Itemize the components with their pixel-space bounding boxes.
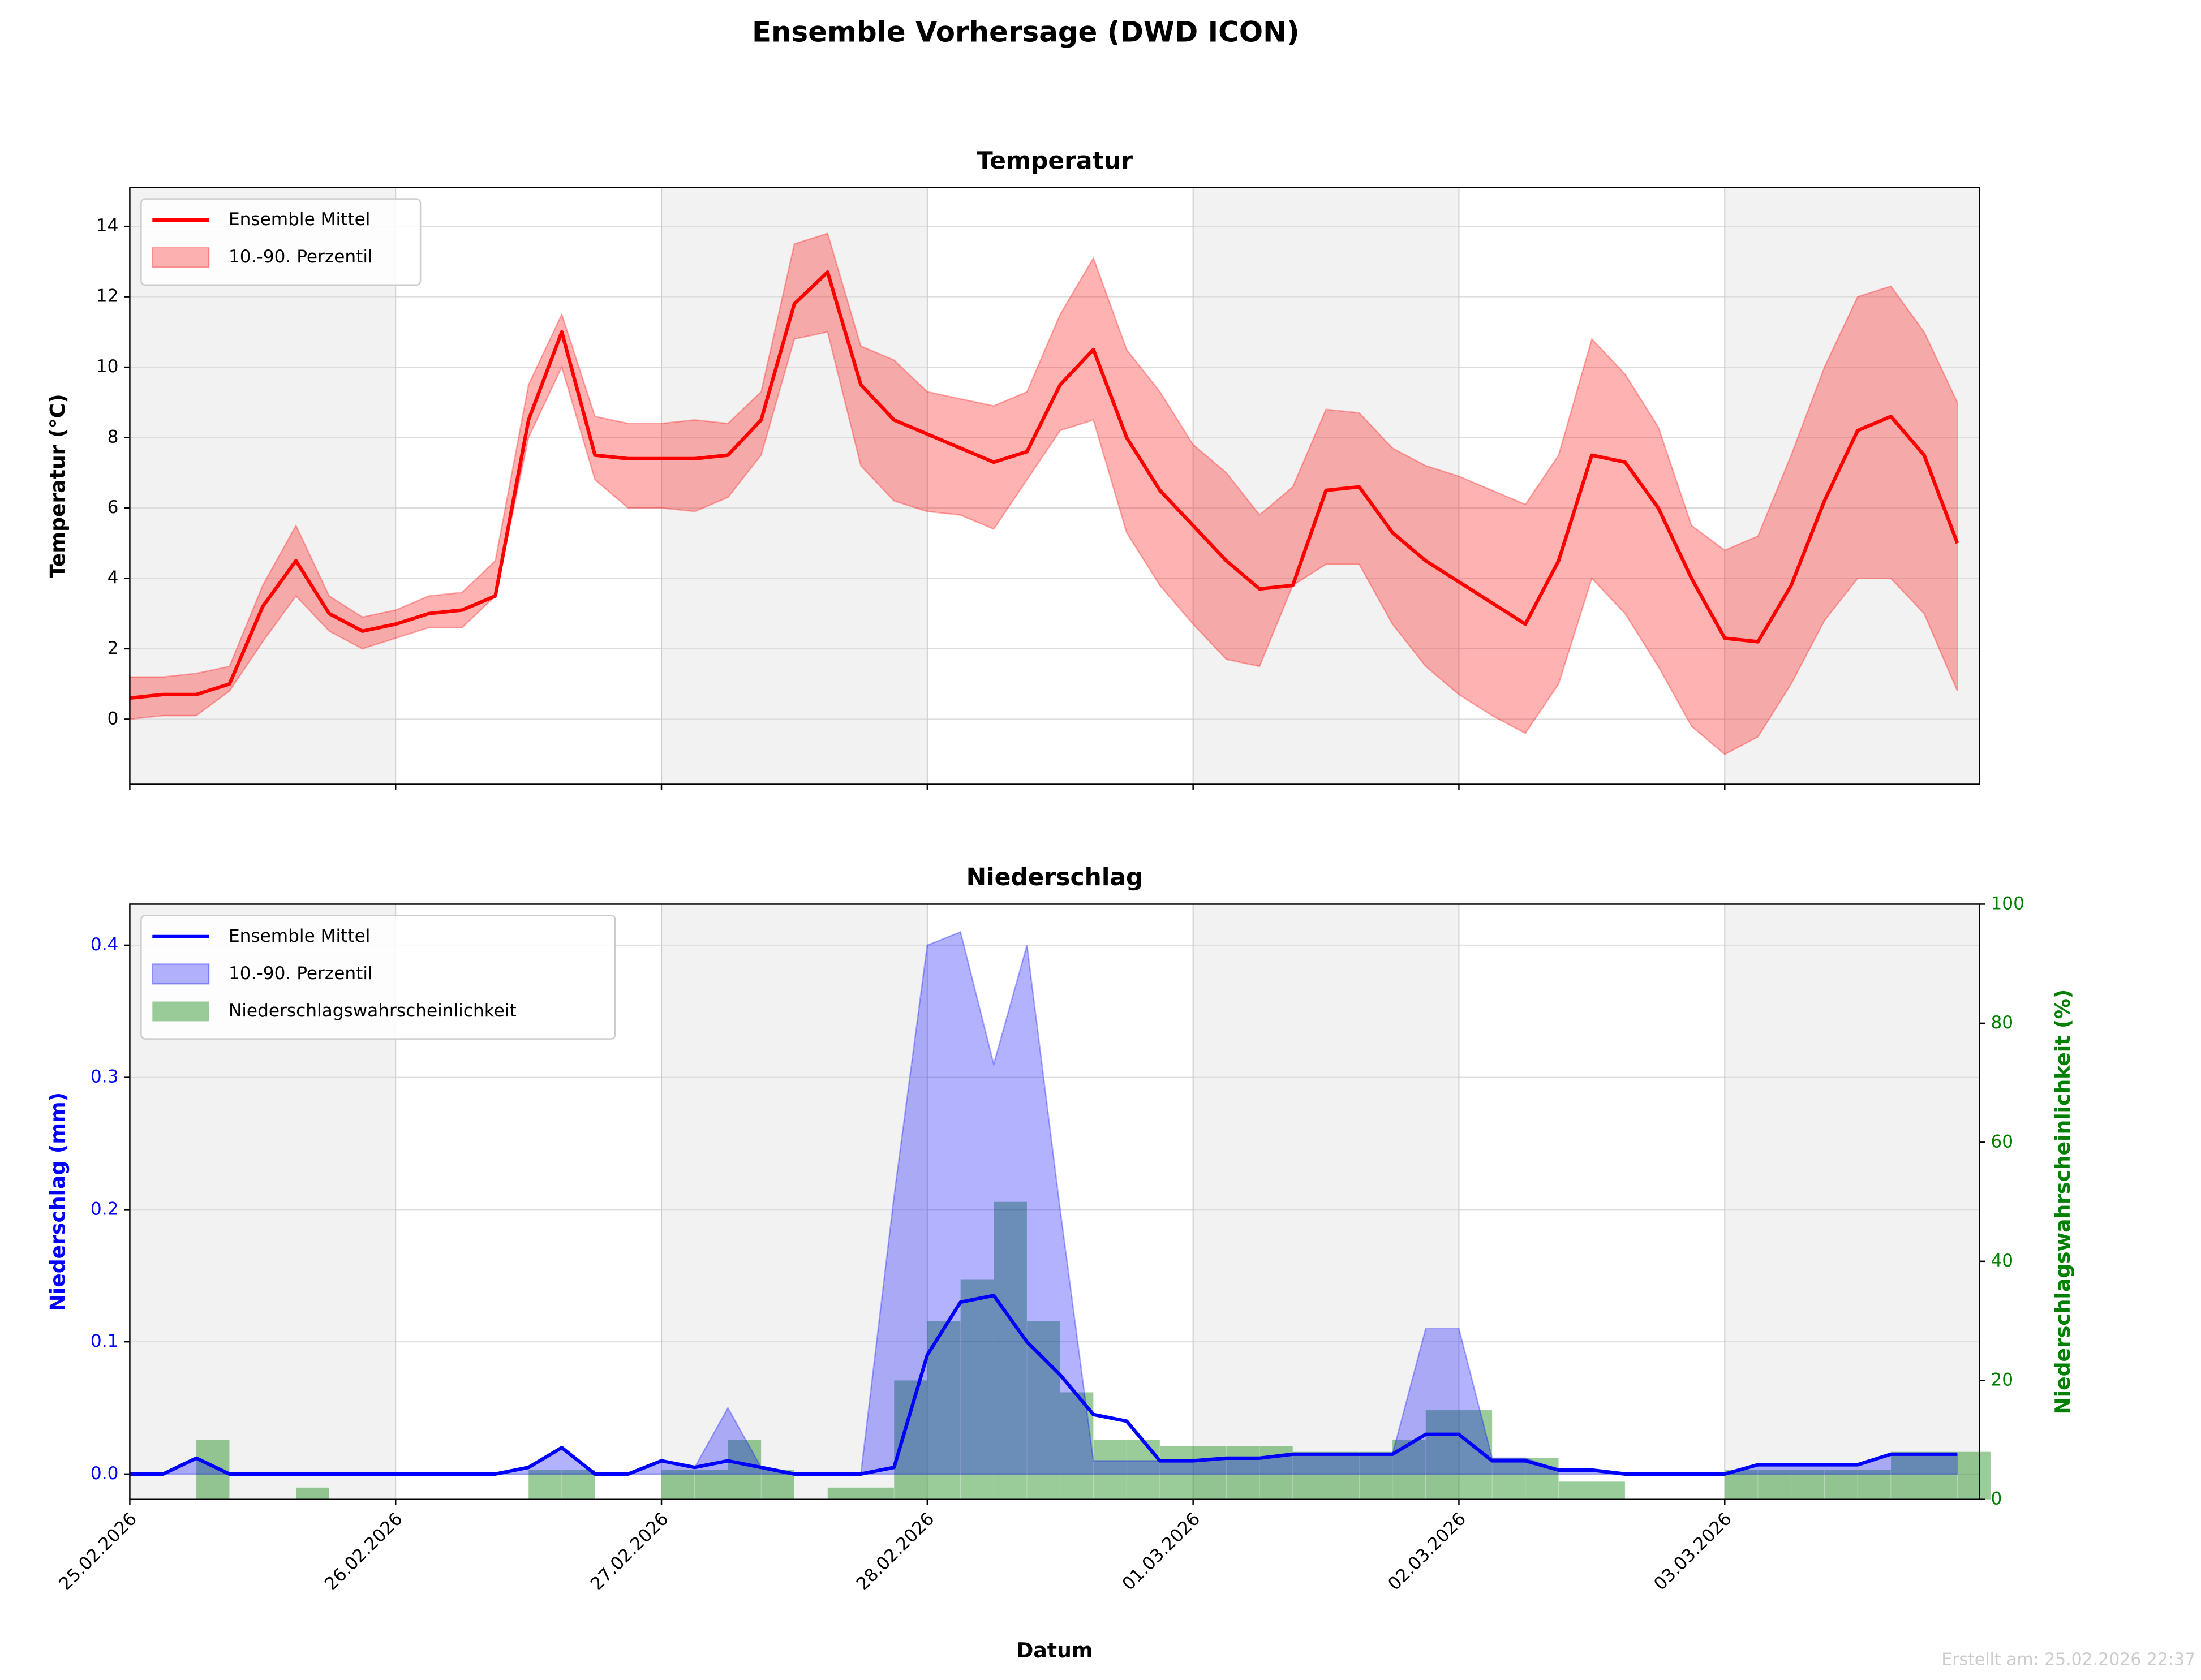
chart-title: Temperatur <box>977 147 1133 174</box>
y2-tick-label: 100 <box>1991 893 2024 914</box>
probability-bar <box>1558 1481 1592 1500</box>
legend-swatch <box>152 963 210 985</box>
y-tick-label: 0.4 <box>91 934 119 955</box>
probability-bar <box>1824 1469 1858 1500</box>
probability-bar <box>1226 1445 1260 1500</box>
probability-bar <box>694 1469 728 1500</box>
legend-swatch <box>152 247 210 268</box>
y-tick-label: 0.0 <box>91 1463 119 1484</box>
probability-bar <box>661 1469 695 1500</box>
legend-label: Ensemble Mittel <box>229 926 370 946</box>
legend-swatch <box>152 1001 209 1022</box>
probability-bar <box>1359 1451 1393 1500</box>
y-tick-label: 2 <box>108 638 119 658</box>
probability-bar <box>561 1469 595 1500</box>
legend-label: 10.-90. Perzentil <box>229 247 373 267</box>
probability-bar <box>528 1469 562 1500</box>
y-tick-label: 0.2 <box>91 1199 119 1219</box>
probability-bar <box>827 1487 861 1500</box>
probability-bar <box>861 1487 895 1500</box>
probability-bar <box>1159 1445 1194 1500</box>
y2-tick-label: 20 <box>1991 1369 2013 1390</box>
probability-bar <box>960 1279 994 1500</box>
probability-bar <box>1126 1440 1160 1500</box>
y-tick-label: 14 <box>96 216 119 236</box>
probability-bar <box>1292 1451 1326 1500</box>
legend-box <box>140 198 422 286</box>
y2-tick-label: 40 <box>1991 1251 2013 1271</box>
y-tick-label: 8 <box>108 427 119 447</box>
y2-tick-label: 0 <box>1991 1489 2002 1509</box>
plot-frame <box>129 187 1980 785</box>
percentile-band <box>129 232 1958 756</box>
plot-frame <box>129 903 1980 1500</box>
y-tick-label: 12 <box>96 286 119 307</box>
probability-bar <box>1724 1469 1759 1500</box>
probability-bar <box>1491 1457 1526 1500</box>
probability-bar <box>295 1487 330 1500</box>
probability-bar <box>728 1440 762 1500</box>
probability-bar <box>927 1320 961 1500</box>
y-tick-label: 0.3 <box>91 1067 119 1087</box>
day-band <box>1193 904 1459 1500</box>
day-band <box>1193 187 1459 785</box>
probability-bar <box>893 1380 928 1500</box>
percentile-band <box>130 931 1958 1475</box>
probability-bar <box>1425 1410 1459 1500</box>
y-tick-label: 0 <box>108 708 119 729</box>
figure-title: Ensemble Vorhersage (DWD ICON) <box>752 15 1300 48</box>
legend-label: 10.-90. Perzentil <box>229 963 373 984</box>
probability-bar <box>993 1201 1028 1500</box>
plot-area <box>130 187 1980 785</box>
probability-bar <box>1591 1481 1626 1500</box>
probability-bar <box>1957 1451 1991 1500</box>
y2-axis-label: Niederschlagswahrscheinlichkeit (%) <box>2050 989 2075 1415</box>
legend-box <box>140 915 616 1040</box>
probability-bar <box>1791 1469 1825 1500</box>
probability-bar <box>1326 1451 1360 1500</box>
day-band <box>661 904 927 1500</box>
y-axis-label: Niederschlag (mm) <box>46 1092 70 1312</box>
probability-bar <box>1093 1440 1127 1500</box>
probability-bar <box>1890 1451 1925 1500</box>
y-tick-label: 4 <box>108 567 119 588</box>
mean-line <box>130 1294 1958 1476</box>
probability-bar <box>1193 1445 1227 1500</box>
y-axis-label: Temperatur (°C) <box>46 394 70 578</box>
y-tick-label: 10 <box>96 356 119 377</box>
y-tick-label: 0.1 <box>91 1331 119 1351</box>
legend-label: Ensemble Mittel <box>229 209 370 230</box>
day-band <box>130 187 396 785</box>
chart-title: Niederschlag <box>966 863 1144 891</box>
mean-line <box>130 270 1959 700</box>
footer: Erstellt am: 25.02.2026 22:37 <box>1941 1650 2195 1670</box>
probability-bar <box>1924 1451 1958 1500</box>
y2-tick-label: 60 <box>1991 1131 2013 1152</box>
y-tick-label: 6 <box>108 497 119 518</box>
probability-bar <box>1857 1469 1892 1500</box>
x-axis-label: Datum <box>1016 1638 1093 1662</box>
day-band <box>1725 904 1980 1500</box>
day-band <box>661 187 927 785</box>
y2-tick-label: 80 <box>1991 1013 2013 1033</box>
legend-label: Niederschlagswahrscheinlichkeit <box>229 1001 517 1021</box>
